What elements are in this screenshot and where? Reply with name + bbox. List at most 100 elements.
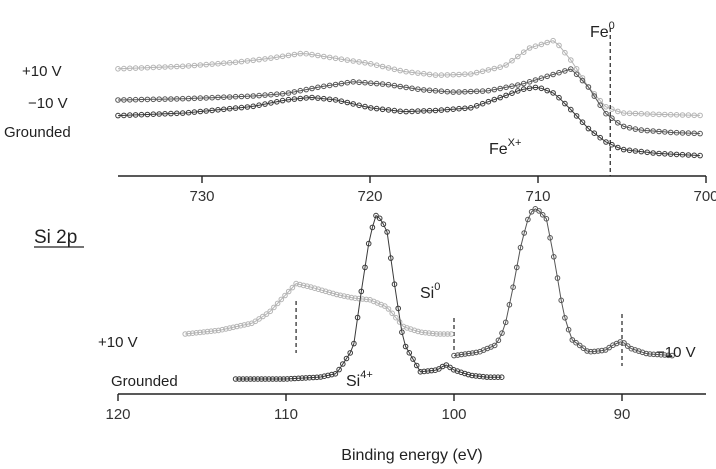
- fe-data-point: [662, 151, 668, 157]
- si-data-point: [418, 329, 425, 336]
- si4-base: Si: [346, 373, 360, 390]
- fe-data-point: [168, 110, 174, 117]
- si-data-point: [182, 331, 188, 337]
- si-data-point: [658, 352, 664, 358]
- fe-data-point: [538, 85, 545, 92]
- si-data-point: [528, 209, 535, 215]
- si-data-point: [404, 325, 410, 331]
- si4-annotation: Si4+: [346, 369, 373, 390]
- fe-data-point: [421, 87, 427, 93]
- fe-data-point: [238, 58, 245, 65]
- fe-data-point: [232, 59, 239, 66]
- si-data-point: [193, 330, 200, 336]
- fe-series-line: [117, 68, 701, 135]
- si-data-point: [469, 372, 475, 379]
- fe-data-point: [397, 83, 404, 90]
- si-data-point: [243, 376, 250, 382]
- fe-data-point: [150, 64, 157, 71]
- si-data-point: [565, 326, 572, 333]
- fe-data-point: [244, 104, 251, 110]
- fe-data-point: [403, 108, 409, 115]
- si-data-point: [422, 329, 429, 336]
- fe-data-point: [132, 65, 139, 71]
- fe-series-line: [117, 86, 701, 157]
- fe-data-point: [479, 88, 486, 94]
- fe-data-point: [650, 150, 656, 156]
- fe-data-point: [650, 128, 656, 134]
- fe-data-point: [673, 129, 680, 136]
- fe-data-point: [509, 83, 515, 89]
- si-data-point: [632, 347, 638, 353]
- fe-data-point: [285, 52, 292, 59]
- si-data-point: [263, 311, 270, 317]
- fe-data-point: [150, 111, 157, 117]
- fe-data-point: [491, 65, 498, 72]
- fe-data-point: [491, 96, 498, 103]
- fe-data-point: [285, 96, 292, 103]
- fe-data-point: [685, 112, 692, 118]
- fe-data-point: [274, 99, 280, 105]
- si-data-point: [433, 331, 440, 337]
- si-data-point: [212, 328, 218, 334]
- fe-data-point: [332, 97, 339, 103]
- si-series-line: [185, 283, 452, 335]
- si-data-point: [576, 342, 583, 349]
- fe-data-point: [209, 107, 215, 114]
- fe-data-point: [185, 63, 192, 69]
- si-data-point: [580, 345, 587, 352]
- fe-data-point: [615, 120, 621, 126]
- fe-data-point: [426, 107, 433, 114]
- fe-data-point: [179, 110, 186, 116]
- fe-data-point: [209, 94, 215, 101]
- fe-data-point: [620, 123, 627, 130]
- fe-data-point: [356, 79, 362, 86]
- fe-data-point: [468, 88, 474, 95]
- fe-data-point: [315, 95, 321, 101]
- si-data-point: [437, 331, 444, 337]
- si-data-point: [343, 355, 350, 362]
- fe-data-point: [238, 104, 245, 111]
- si-series-minus10: [451, 206, 675, 359]
- fe-data-point: [597, 102, 604, 108]
- fe-data-point: [468, 71, 474, 77]
- fe-data-point: [362, 79, 368, 86]
- fe-data-point: [497, 94, 504, 101]
- fe0-sup: 0: [609, 20, 615, 32]
- si-data-point: [451, 352, 457, 359]
- si-data-point: [466, 350, 472, 357]
- fe-data-point: [644, 127, 651, 134]
- fe-data-point: [497, 64, 504, 70]
- fe-data-point: [550, 71, 556, 78]
- fe-data-point: [191, 62, 198, 69]
- si-data-point: [354, 314, 361, 321]
- si-data-point: [395, 305, 402, 312]
- si-data-point: [654, 351, 661, 358]
- si-data-point: [280, 376, 287, 382]
- fe-data-point: [368, 61, 374, 67]
- si-data-point: [189, 330, 196, 337]
- fe-data-point: [585, 125, 592, 132]
- fe-data-point: [315, 52, 321, 59]
- si-data-point: [306, 374, 313, 381]
- fe-data-point: [226, 60, 233, 66]
- fe-data-point: [409, 108, 415, 115]
- fe-data-point: [179, 63, 186, 70]
- fe-data-point: [550, 90, 556, 96]
- fe-data-point: [362, 103, 368, 110]
- fe-data-point: [638, 148, 645, 155]
- si-data-point: [385, 306, 392, 312]
- fe-data-point: [644, 149, 651, 156]
- si-data-point: [336, 366, 342, 373]
- fe-series-grounded: [115, 84, 703, 159]
- si-data-point: [430, 330, 436, 337]
- fe-data-point: [203, 108, 209, 114]
- si-data-point: [661, 352, 668, 358]
- si-data-point: [426, 330, 432, 336]
- fe-data-point: [256, 92, 262, 99]
- si-data-point: [448, 331, 455, 337]
- fe-data-point: [303, 95, 310, 101]
- fe-data-point: [185, 95, 192, 102]
- si-data-point: [262, 376, 269, 382]
- si-data-point: [441, 331, 447, 337]
- fe-data-point: [121, 65, 127, 72]
